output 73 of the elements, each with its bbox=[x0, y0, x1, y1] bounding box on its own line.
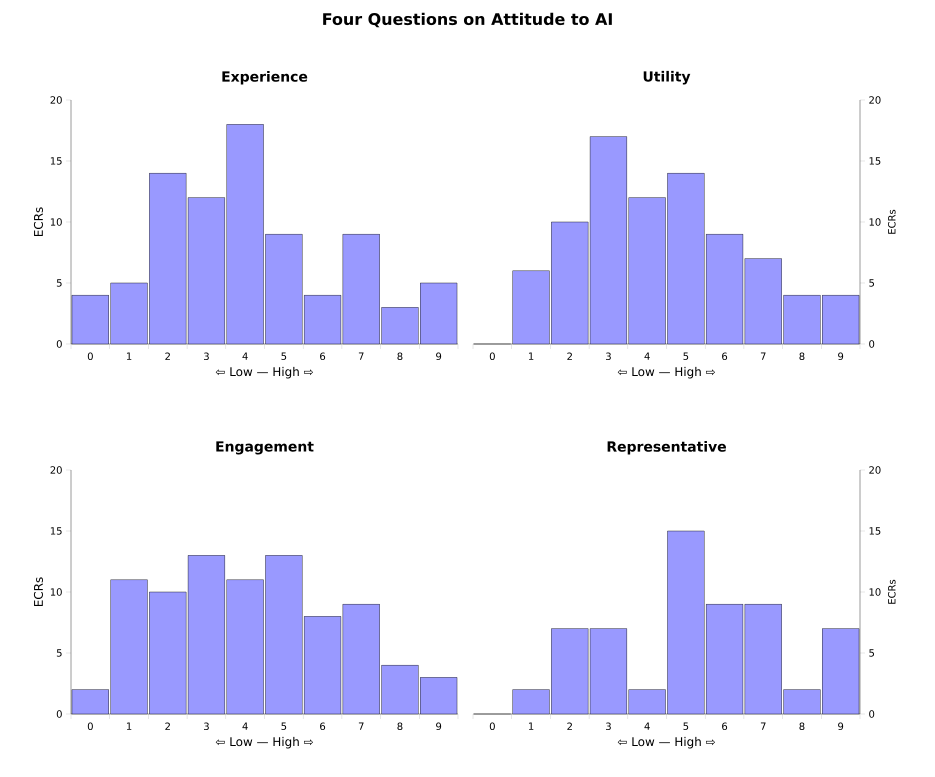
y-tick-label: 20 bbox=[869, 96, 881, 104]
x-tick-label: 0 bbox=[88, 722, 93, 730]
x-tick-label: 7 bbox=[760, 722, 766, 730]
x-tick-label: 9 bbox=[436, 352, 442, 360]
x-tick-label: 0 bbox=[490, 722, 495, 730]
x-tick-label: 8 bbox=[799, 722, 804, 730]
x-tick-label: 3 bbox=[606, 352, 611, 360]
x-tick-label: 9 bbox=[838, 722, 844, 730]
y-tick-label: 10 bbox=[870, 218, 881, 226]
y-tick-label: 20 bbox=[869, 466, 881, 474]
x-tick-label: 0 bbox=[88, 352, 93, 360]
y-tick-label: 0 bbox=[56, 710, 62, 718]
y-tick-label: 15 bbox=[870, 157, 880, 165]
x-tick-label: 2 bbox=[567, 722, 572, 730]
y-tick-label: 0 bbox=[869, 710, 874, 718]
x-tick-label: 8 bbox=[397, 352, 402, 360]
x-tick-label: 6 bbox=[320, 722, 326, 730]
x-tick-label: 4 bbox=[242, 722, 248, 730]
x-tick-label: 0 bbox=[490, 352, 495, 360]
x-tick-label: 3 bbox=[606, 722, 611, 730]
x-tick-label: 2 bbox=[567, 352, 572, 360]
x-tick-label: 3 bbox=[204, 352, 209, 360]
x-tick-label: 1 bbox=[528, 722, 534, 730]
x-tick-label: 7 bbox=[760, 352, 766, 360]
x-tick-label: 1 bbox=[126, 722, 132, 730]
chart-title: Representative bbox=[608, 441, 726, 455]
x-tick-label: 3 bbox=[204, 722, 209, 730]
y-axis-title: ECRs bbox=[34, 207, 43, 236]
text: Four Questions on Attitude to AI bbox=[323, 12, 612, 28]
y-tick-label: 5 bbox=[869, 279, 874, 287]
x-axis-title: ⇦ Low — High ⇨ bbox=[216, 736, 314, 748]
x-tick-label: 6 bbox=[722, 352, 728, 360]
x-axis-title: ⇦ Low — High ⇨ bbox=[618, 736, 716, 748]
x-tick-label: 8 bbox=[397, 722, 402, 730]
chart-title: Utility bbox=[644, 70, 690, 84]
y-tick-label: 20 bbox=[50, 96, 62, 104]
x-axis-title: ⇦ Low — High ⇨ bbox=[216, 366, 314, 378]
x-tick-label: 4 bbox=[644, 722, 650, 730]
y-axis-title: ECRs bbox=[34, 577, 43, 606]
y-tick-label: 0 bbox=[869, 340, 874, 348]
y-tick-label: 15 bbox=[50, 527, 62, 535]
chart-title: Experience bbox=[222, 71, 308, 84]
x-axis-title: ⇦ Low — High ⇨ bbox=[618, 366, 716, 378]
x-tick-label: 5 bbox=[683, 722, 688, 730]
chart-title: Engagement bbox=[216, 441, 314, 455]
y-axis-title: ECRs bbox=[888, 580, 896, 604]
x-tick-label: 9 bbox=[838, 352, 844, 360]
y-tick-label: 5 bbox=[56, 279, 62, 287]
x-tick-label: 5 bbox=[281, 352, 286, 360]
x-tick-label: 2 bbox=[165, 352, 170, 360]
x-tick-label: 6 bbox=[722, 722, 728, 730]
x-tick-label: 6 bbox=[320, 352, 326, 360]
x-tick-label: 4 bbox=[644, 352, 650, 360]
x-tick-label: 4 bbox=[242, 352, 248, 360]
x-tick-label: 7 bbox=[358, 722, 364, 730]
y-tick-label: 10 bbox=[50, 218, 62, 226]
y-tick-label: 5 bbox=[869, 649, 874, 657]
y-tick-label: 0 bbox=[56, 340, 62, 348]
x-tick-label: 1 bbox=[126, 352, 132, 360]
x-tick-label: 7 bbox=[358, 352, 364, 360]
y-tick-label: 5 bbox=[56, 649, 62, 657]
y-tick-label: 15 bbox=[50, 157, 62, 165]
y-tick-label: 20 bbox=[50, 466, 62, 474]
x-tick-label: 5 bbox=[281, 722, 286, 730]
x-tick-label: 2 bbox=[165, 722, 170, 730]
y-tick-label: 15 bbox=[870, 527, 880, 535]
x-tick-label: 5 bbox=[683, 352, 688, 360]
x-tick-label: 9 bbox=[436, 722, 442, 730]
y-axis-title: ECRs bbox=[888, 210, 896, 234]
x-tick-label: 1 bbox=[528, 352, 534, 360]
y-tick-label: 10 bbox=[870, 588, 881, 596]
y-tick-label: 10 bbox=[50, 588, 62, 596]
x-tick-label: 8 bbox=[799, 352, 804, 360]
